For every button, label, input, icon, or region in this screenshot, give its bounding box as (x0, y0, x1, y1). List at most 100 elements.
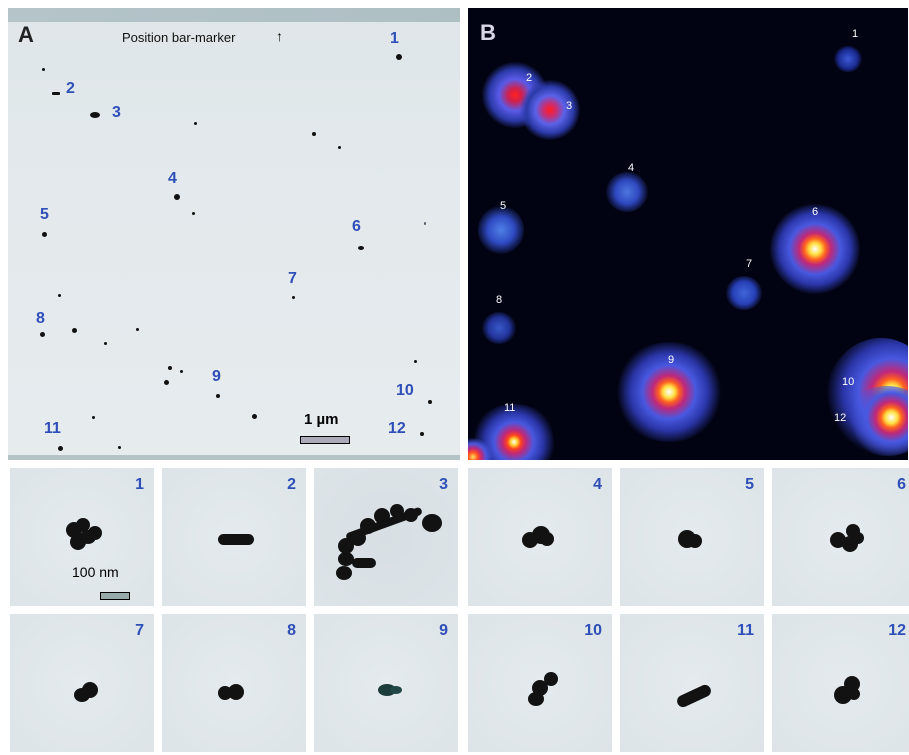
fluorescent-spot-4 (606, 172, 648, 212)
particle-blob (218, 534, 254, 545)
fluorescent-spot-edge (468, 438, 492, 460)
thumbnail-number: 10 (584, 622, 602, 639)
particle-dot (192, 212, 195, 215)
particle-dot (42, 68, 45, 71)
particle-dot (42, 232, 47, 237)
fluorescent-spot-6 (770, 204, 860, 294)
thumbnail-number: 9 (439, 622, 448, 639)
spot-label-8: 8 (496, 294, 503, 306)
particle-dot (420, 432, 424, 436)
scale-bar-1um (300, 436, 350, 444)
particle-dot (92, 416, 95, 419)
thumbnail-number: 11 (737, 622, 754, 639)
panel-a-letter: A (18, 22, 34, 47)
particle-blob (338, 552, 354, 566)
particle-dot (216, 394, 220, 398)
tem-overview-panel: A Position bar-marker ↑ 1 2 3 4 5 6 7 8 … (8, 8, 460, 460)
particle-blob (390, 504, 404, 518)
thumbnail-7: 7 (10, 614, 154, 752)
thumbnail-number: 7 (135, 622, 144, 639)
spot-label-9: 9 (668, 354, 675, 366)
fluorescent-spot-5 (478, 206, 524, 254)
particle-dot (168, 366, 172, 370)
particle-blob (688, 534, 702, 548)
fluorescent-spot-7 (726, 276, 762, 310)
scale-bar-100nm (100, 592, 130, 600)
particle-dot (194, 122, 197, 125)
particle-blob (360, 518, 376, 534)
particle-blob (336, 566, 352, 580)
thumbnail-6: 6 (772, 468, 909, 606)
fluorescent-spot-12 (844, 386, 908, 456)
particle-dot (58, 294, 61, 297)
particle-dot (90, 112, 100, 118)
spot-label-4: 4 (628, 162, 635, 174)
panel-a-bottom-edge (8, 455, 460, 460)
particle-dot (52, 92, 60, 95)
position-bar-marker-label: Position bar-marker (122, 30, 236, 45)
particle-label-10: 10 (396, 382, 414, 399)
thumbnail-number: 8 (287, 622, 296, 639)
particle-dot (338, 146, 341, 149)
thumbnail-2: 2 (162, 468, 306, 606)
particle-dot (252, 414, 257, 419)
position-bar (8, 8, 460, 22)
thumbnail-number: 4 (593, 476, 602, 493)
particle-blob (338, 538, 354, 554)
thumbnail-3: 3 (314, 468, 458, 606)
thumbnail-number: 2 (287, 476, 296, 493)
fluorescent-spot-1 (834, 46, 862, 72)
spot-label-2: 2 (526, 72, 533, 84)
particle-label-3: 3 (112, 104, 121, 121)
spot-label-7: 7 (746, 258, 753, 270)
particle-label-11: 11 (44, 420, 61, 437)
thumbnail-12: 12 (772, 614, 909, 752)
particle-blob (82, 682, 98, 698)
fluorescent-spot-8 (482, 312, 516, 344)
particle-label-12: 12 (388, 420, 406, 437)
particle-blob (76, 518, 90, 532)
particle-blob (422, 514, 442, 532)
particle-blob (352, 558, 376, 568)
particle-blob (374, 508, 390, 524)
particle-label-2: 2 (66, 80, 75, 97)
panel-b-letter: B (480, 20, 496, 45)
thumbnail-number: 12 (888, 622, 906, 639)
particle-blob (70, 534, 86, 550)
thumbnail-8: 8 (162, 614, 306, 752)
particle-label-4: 4 (168, 170, 177, 187)
particle-dot (164, 380, 169, 385)
thumbnail-number: 1 (135, 476, 144, 493)
spot-label-1: 1 (852, 28, 859, 40)
particle-dot (58, 446, 63, 451)
particle-blob (848, 688, 860, 700)
particle-dot (174, 194, 180, 200)
particle-dot (396, 54, 402, 60)
particle-dot (180, 370, 183, 373)
spot-label-3: 3 (566, 100, 573, 112)
up-arrow-icon: ↑ (276, 28, 283, 44)
fluorescent-spot-9 (614, 342, 724, 442)
particle-blob (228, 684, 244, 700)
fluorescent-spot-3 (520, 80, 580, 140)
thumbnail-11: 11 (620, 614, 764, 752)
particle-label-6: 6 (352, 218, 361, 235)
thumbnail-5: 5 (620, 468, 764, 606)
particle-dot (104, 342, 107, 345)
thumbnail-4: 4 (468, 468, 612, 606)
particle-label-1: 1 (390, 30, 399, 47)
spot-label-10: 10 (842, 376, 855, 388)
particle-blob (88, 526, 102, 540)
fluorescence-panel: B 1 2 3 4 5 6 7 8 9 10 11 12 (468, 8, 908, 460)
particle-dot (428, 400, 432, 404)
particle-label-9: 9 (212, 368, 221, 385)
thumbnail-10: 10 (468, 614, 612, 752)
particle-label-8: 8 (36, 310, 45, 327)
particle-dot (118, 446, 121, 449)
particle-blob (540, 532, 554, 546)
particle-dot (72, 328, 77, 333)
thumbnail-1: 1 (10, 468, 154, 606)
particle-label-5: 5 (40, 206, 49, 223)
particle-blob (852, 532, 864, 544)
particle-dot (292, 296, 295, 299)
